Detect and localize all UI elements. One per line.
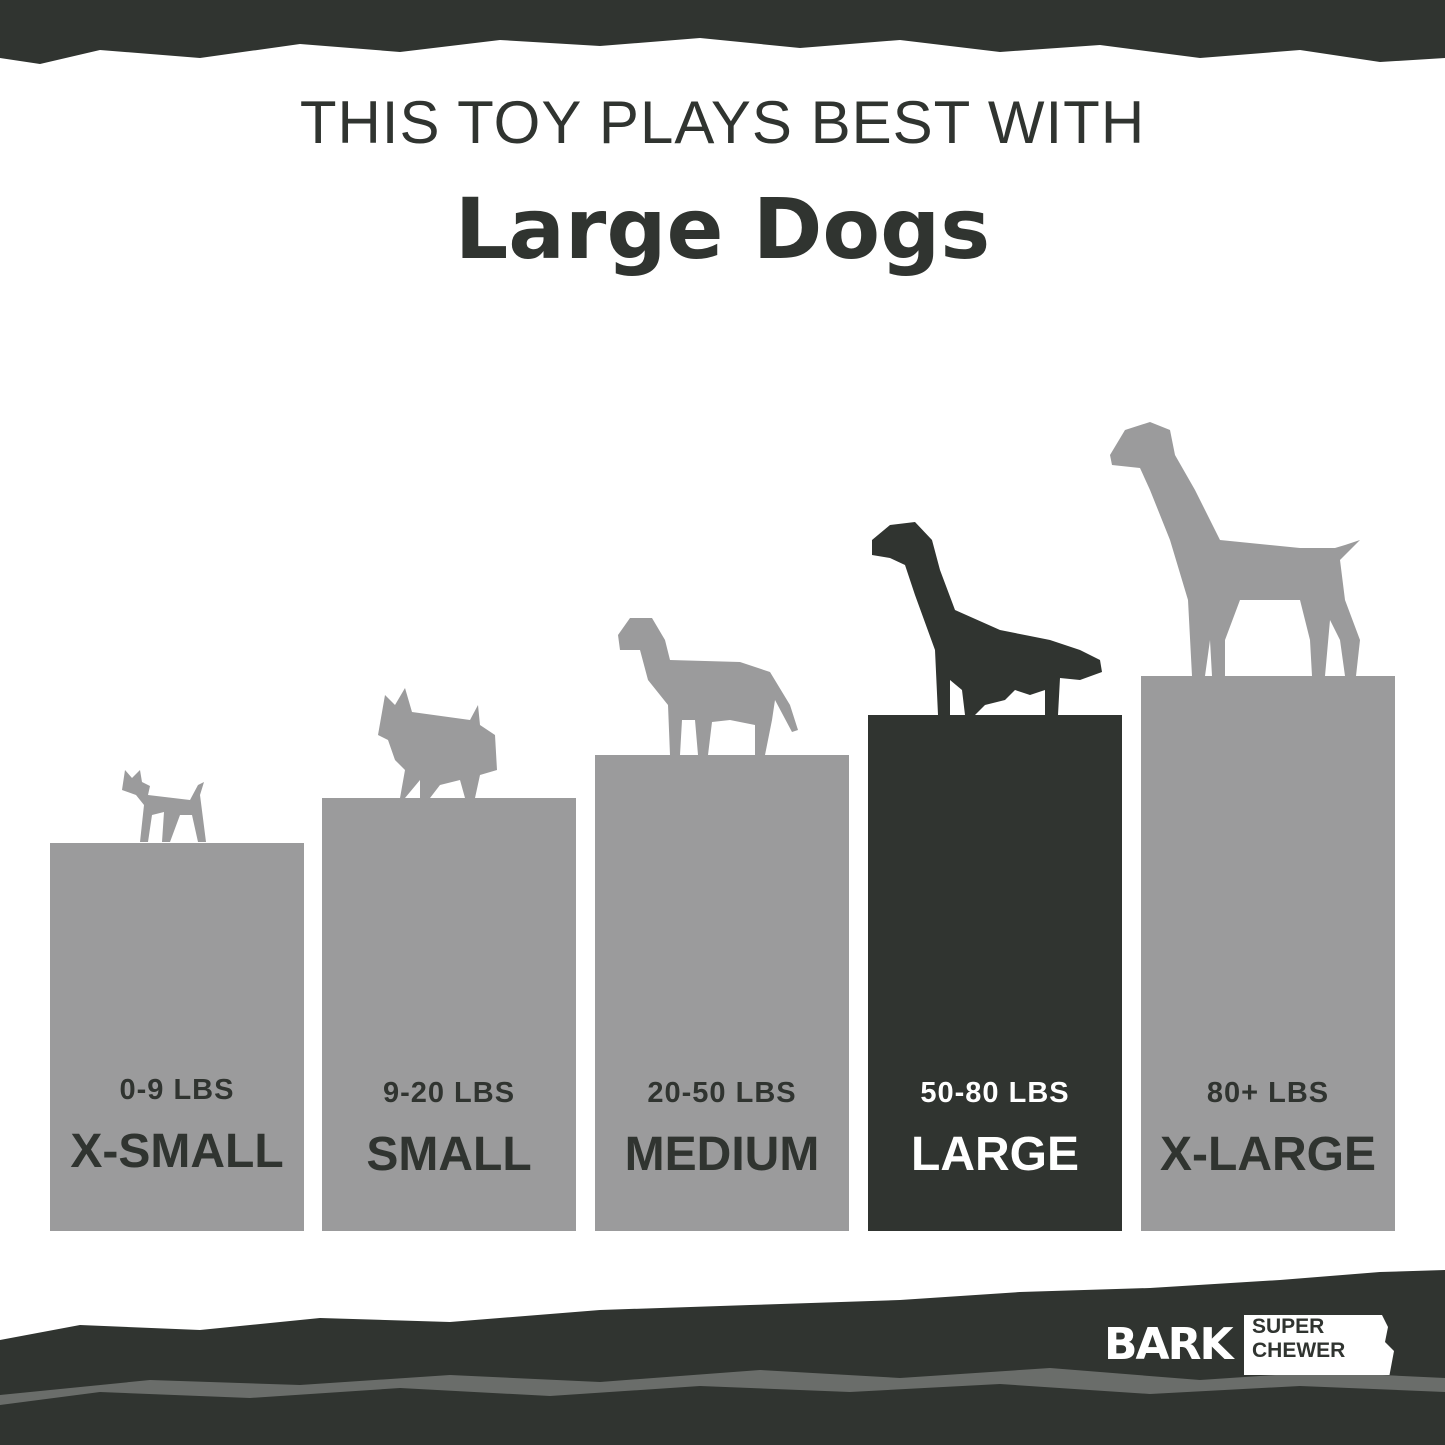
size-name: X-SMALL bbox=[70, 1125, 284, 1178]
weight-range: 0-9 LBS bbox=[119, 1074, 235, 1106]
weight-range: 9-20 LBS bbox=[382, 1077, 516, 1109]
bark-super-chewer-logo: BARK SUPER CHEWER bbox=[1104, 1315, 1394, 1375]
logo-brand: BARK bbox=[1104, 1319, 1234, 1370]
labrador-silhouette-icon bbox=[618, 618, 798, 755]
chihuahua-silhouette-icon bbox=[122, 770, 206, 842]
logo-sub1: SUPER bbox=[1252, 1315, 1325, 1338]
bar-medium bbox=[595, 755, 849, 1231]
header-title: Large Dogs bbox=[454, 180, 991, 278]
header-line1: THIS TOY PLAYS BEST WITH bbox=[299, 89, 1146, 156]
bar-small bbox=[322, 798, 576, 1231]
logo-sub-badge: SUPER CHEWER bbox=[1244, 1315, 1394, 1375]
size-name: MEDIUM bbox=[624, 1128, 820, 1181]
scottie-silhouette-icon bbox=[378, 688, 497, 798]
weight-range: 20-50 LBS bbox=[647, 1077, 797, 1109]
size-name: X-LARGE bbox=[1160, 1128, 1376, 1181]
weight-range: 50-80 LBS bbox=[920, 1077, 1070, 1109]
bar-large bbox=[868, 715, 1122, 1231]
size-name: LARGE bbox=[911, 1128, 1079, 1181]
weight-range: 80+ LBS bbox=[1206, 1077, 1330, 1109]
bar-x-large bbox=[1141, 676, 1395, 1231]
size-name: SMALL bbox=[366, 1128, 532, 1181]
retriever-silhouette-icon bbox=[872, 522, 1102, 715]
bar-x-small bbox=[50, 843, 304, 1231]
logo-sub2: CHEWER bbox=[1252, 1339, 1346, 1362]
great-dane-silhouette-icon bbox=[1110, 422, 1360, 676]
